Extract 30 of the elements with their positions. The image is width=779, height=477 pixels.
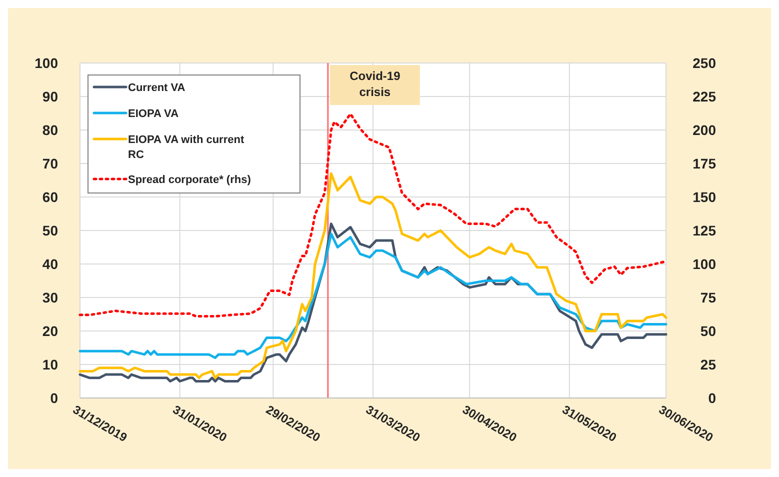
y2-tick-label: 25 [700,356,716,372]
y-tick-label: 70 [42,155,58,172]
ref-line-label: Covid-19 crisis [350,69,401,99]
y2-tick-label: 125 [692,222,716,238]
y-tick-label: 0 [50,390,58,406]
legend-label: Spread corporate* (rhs) [128,174,252,186]
legend-label: Current VA [128,82,186,94]
y-tick-label: 40 [42,256,58,272]
line-series [78,172,668,380]
y-tick-label: 100 [34,54,58,71]
y2-tick-label: 175 [692,155,716,172]
y-tick-label: 20 [42,322,58,339]
y2-tick-label: 150 [692,188,716,205]
y2-tick-label: 250 [692,54,716,71]
y-tick-label: 30 [42,289,58,306]
y-tick-label: 90 [42,88,58,104]
y2-tick-label: 50 [700,322,716,339]
y2-tick-label: 100 [692,256,716,272]
y-tick-label: 80 [42,122,58,138]
legend-label: EIOPA VA with current RC [128,134,244,161]
y2-tick-label: 200 [692,122,716,138]
label-box: Covid-19 crisis [330,65,420,105]
y2-tick-label: 75 [700,289,716,306]
legend-label: EIOPA VA [128,108,179,120]
line-series [78,232,668,360]
y2-tick-label: 0 [708,390,716,406]
y-tick-label: 50 [42,222,58,238]
y2-tick-label: 225 [692,88,716,104]
y-tick-label: 10 [42,356,58,372]
y-tick-label: 60 [42,188,58,205]
